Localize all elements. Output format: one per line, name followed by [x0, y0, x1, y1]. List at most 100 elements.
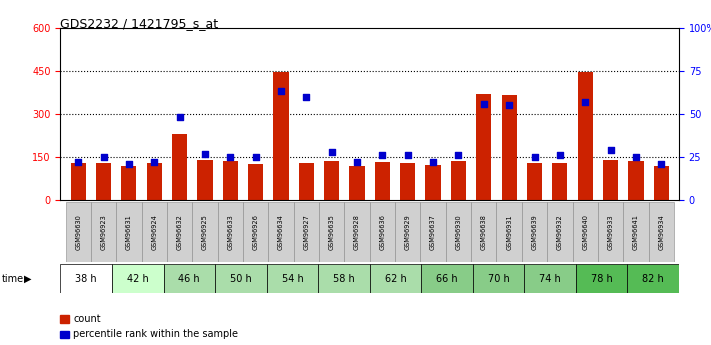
Bar — [70, 163, 86, 200]
Bar — [421, 264, 473, 293]
Bar — [141, 202, 167, 262]
Bar — [400, 163, 415, 200]
Bar — [629, 161, 643, 200]
Point — [579, 99, 591, 105]
Bar — [146, 163, 162, 200]
Bar — [318, 264, 370, 293]
Point — [149, 159, 160, 165]
Bar — [299, 163, 314, 200]
Point — [73, 159, 84, 165]
Bar — [395, 202, 420, 262]
Text: 74 h: 74 h — [539, 274, 561, 284]
Bar — [243, 202, 268, 262]
Bar — [122, 166, 137, 200]
Point — [529, 154, 540, 160]
Point — [554, 152, 565, 158]
Text: GSM96929: GSM96929 — [405, 214, 411, 250]
Text: GSM96926: GSM96926 — [252, 214, 259, 250]
Bar — [603, 160, 618, 200]
Text: GSM96930: GSM96930 — [456, 214, 461, 250]
Text: GSM96635: GSM96635 — [328, 214, 335, 250]
Text: GSM96924: GSM96924 — [151, 214, 157, 250]
Bar — [496, 202, 522, 262]
Text: 62 h: 62 h — [385, 274, 407, 284]
Text: GSM96932: GSM96932 — [557, 214, 563, 250]
Text: 50 h: 50 h — [230, 274, 252, 284]
Text: GSM96632: GSM96632 — [176, 214, 183, 250]
Bar — [627, 264, 679, 293]
Point — [478, 101, 489, 106]
Bar — [268, 202, 294, 262]
Bar — [215, 264, 267, 293]
Bar — [425, 165, 441, 200]
Bar — [96, 163, 111, 200]
Text: GSM96641: GSM96641 — [633, 214, 639, 250]
Bar — [218, 202, 243, 262]
Bar — [598, 202, 624, 262]
Bar — [653, 166, 669, 200]
Bar — [172, 134, 187, 200]
Text: 38 h: 38 h — [75, 274, 97, 284]
Point — [630, 154, 641, 160]
Bar — [192, 202, 218, 262]
Point — [174, 115, 186, 120]
Bar — [473, 264, 524, 293]
Text: GSM96927: GSM96927 — [304, 214, 309, 250]
Text: 54 h: 54 h — [282, 274, 304, 284]
Bar — [527, 163, 542, 200]
Text: GSM96640: GSM96640 — [582, 214, 588, 250]
Text: GSM96630: GSM96630 — [75, 214, 81, 250]
Bar — [648, 202, 674, 262]
Text: GSM96639: GSM96639 — [532, 214, 538, 250]
Text: 78 h: 78 h — [591, 274, 613, 284]
Point — [402, 152, 413, 158]
Text: GSM96633: GSM96633 — [228, 214, 233, 250]
Bar — [370, 264, 421, 293]
Text: GSM96934: GSM96934 — [658, 214, 664, 250]
Bar — [501, 95, 517, 200]
Text: GSM96928: GSM96928 — [354, 214, 360, 250]
Bar — [319, 202, 344, 262]
Text: GDS2232 / 1421795_s_at: GDS2232 / 1421795_s_at — [60, 17, 218, 30]
Point — [656, 161, 667, 167]
Bar — [370, 202, 395, 262]
Bar — [116, 202, 141, 262]
Bar — [167, 202, 192, 262]
Bar — [572, 202, 598, 262]
Bar — [420, 202, 446, 262]
Point — [351, 159, 363, 165]
Text: 46 h: 46 h — [178, 274, 200, 284]
Bar — [547, 202, 572, 262]
Point — [326, 149, 338, 155]
Text: 66 h: 66 h — [437, 274, 458, 284]
Bar — [451, 161, 466, 200]
Bar — [375, 162, 390, 200]
Point — [503, 102, 515, 108]
Point — [98, 154, 109, 160]
Bar — [267, 264, 319, 293]
Text: count: count — [73, 314, 101, 324]
Text: GSM96631: GSM96631 — [126, 214, 132, 250]
Text: 70 h: 70 h — [488, 274, 510, 284]
Text: 82 h: 82 h — [642, 274, 664, 284]
Point — [427, 159, 439, 165]
Bar — [524, 264, 576, 293]
Point — [605, 147, 616, 153]
Bar — [248, 164, 263, 200]
Bar — [476, 94, 491, 200]
Bar — [576, 264, 627, 293]
Point — [301, 94, 312, 99]
Text: time: time — [1, 274, 23, 284]
Text: percentile rank within the sample: percentile rank within the sample — [73, 329, 238, 339]
Bar — [349, 166, 365, 200]
Point — [377, 152, 388, 158]
Point — [275, 89, 287, 94]
Bar — [294, 202, 319, 262]
Text: GSM96637: GSM96637 — [430, 214, 436, 250]
Bar — [223, 161, 238, 200]
Bar — [91, 202, 116, 262]
Bar — [198, 160, 213, 200]
Point — [199, 151, 210, 156]
Bar — [60, 264, 112, 293]
Text: 42 h: 42 h — [127, 274, 149, 284]
